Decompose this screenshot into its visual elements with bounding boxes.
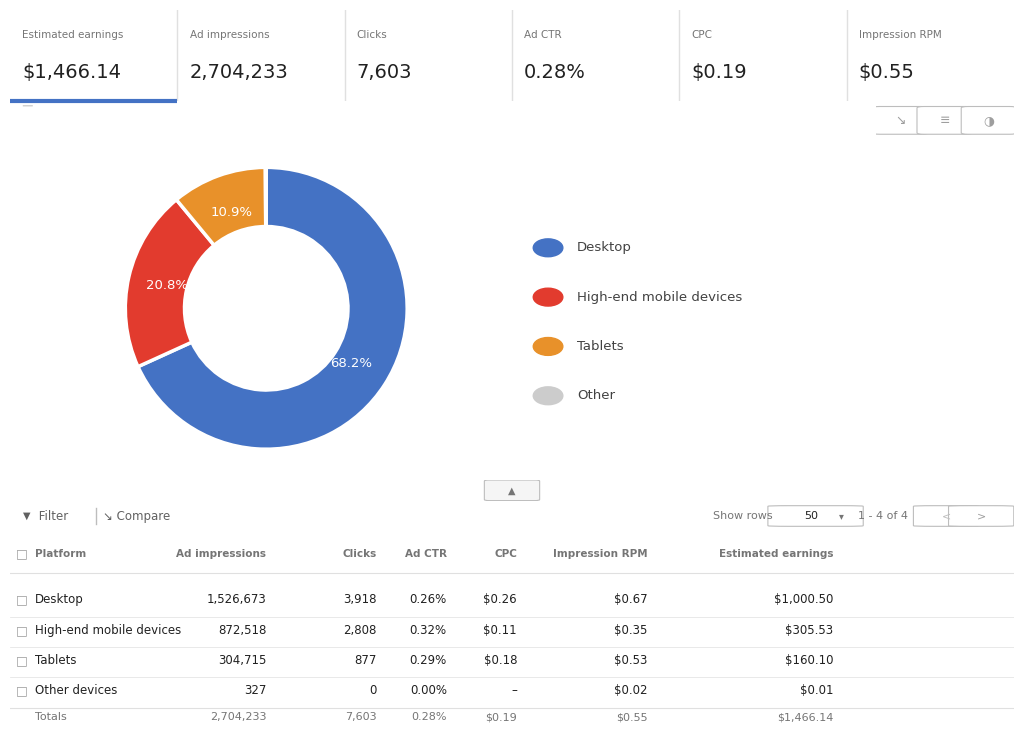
- Wedge shape: [125, 200, 214, 367]
- Text: ▲: ▲: [508, 485, 516, 495]
- Text: Ad impressions: Ad impressions: [176, 548, 266, 559]
- Text: $0.26: $0.26: [483, 593, 517, 606]
- Text: Show rows: Show rows: [713, 511, 772, 521]
- FancyBboxPatch shape: [768, 506, 863, 526]
- Text: ◑: ◑: [983, 114, 994, 127]
- Text: $0.35: $0.35: [614, 624, 647, 637]
- Text: Desktop: Desktop: [35, 593, 84, 606]
- Text: $1,466.14: $1,466.14: [777, 712, 834, 722]
- Text: –: –: [511, 684, 517, 697]
- Text: ↘: ↘: [895, 114, 905, 127]
- FancyBboxPatch shape: [872, 106, 928, 134]
- Text: $1,466.14: $1,466.14: [23, 63, 121, 81]
- Text: Clicks: Clicks: [342, 548, 377, 559]
- Text: 304,715: 304,715: [218, 654, 266, 667]
- Text: Ad CTR: Ad CTR: [524, 30, 562, 40]
- FancyBboxPatch shape: [913, 506, 979, 526]
- FancyBboxPatch shape: [484, 480, 540, 501]
- Text: 0.29%: 0.29%: [410, 654, 446, 667]
- Text: $0.55: $0.55: [858, 63, 914, 81]
- Text: 0.28%: 0.28%: [412, 712, 446, 722]
- Text: CPC: CPC: [495, 548, 517, 559]
- FancyBboxPatch shape: [918, 106, 973, 134]
- Text: □: □: [16, 624, 28, 637]
- Text: □: □: [16, 593, 28, 606]
- Text: 3,918: 3,918: [343, 593, 377, 606]
- Text: Impression RPM: Impression RPM: [858, 30, 941, 40]
- Text: $160.10: $160.10: [784, 654, 834, 667]
- Text: 0.00%: 0.00%: [410, 684, 446, 697]
- Text: Impression RPM: Impression RPM: [553, 548, 647, 559]
- Text: 2,704,233: 2,704,233: [189, 63, 289, 81]
- Text: $0.19: $0.19: [691, 63, 746, 81]
- Text: Tablets: Tablets: [35, 654, 77, 667]
- Text: 2,704,233: 2,704,233: [210, 712, 266, 722]
- Text: □: □: [16, 547, 28, 560]
- Text: $0.53: $0.53: [614, 654, 647, 667]
- Text: <: <: [941, 511, 950, 521]
- Text: 0.32%: 0.32%: [410, 624, 446, 637]
- Text: $0.67: $0.67: [613, 593, 647, 606]
- Text: CPC: CPC: [691, 30, 713, 40]
- FancyBboxPatch shape: [962, 106, 1017, 134]
- Text: 50: 50: [804, 511, 818, 521]
- Text: 10.9%: 10.9%: [211, 206, 253, 219]
- Text: $0.11: $0.11: [483, 624, 517, 637]
- Circle shape: [534, 288, 563, 306]
- Text: High-end mobile devices: High-end mobile devices: [35, 624, 181, 637]
- Text: $1,000.50: $1,000.50: [774, 593, 834, 606]
- Text: 7,603: 7,603: [356, 63, 413, 81]
- Text: $0.02: $0.02: [614, 684, 647, 697]
- Text: Other devices: Other devices: [35, 684, 118, 697]
- Text: ▼: ▼: [24, 511, 31, 521]
- Text: 877: 877: [354, 654, 377, 667]
- Wedge shape: [138, 167, 408, 449]
- Text: ▾: ▾: [839, 511, 844, 521]
- Text: 1,526,673: 1,526,673: [207, 593, 266, 606]
- Circle shape: [534, 338, 563, 355]
- Text: 1 - 4 of 4: 1 - 4 of 4: [858, 511, 908, 521]
- Text: Ad CTR: Ad CTR: [404, 548, 446, 559]
- Text: 68.2%: 68.2%: [331, 357, 373, 370]
- Text: □: □: [16, 654, 28, 667]
- Text: 0.28%: 0.28%: [524, 63, 586, 81]
- Text: 20.8%: 20.8%: [146, 279, 188, 292]
- Wedge shape: [176, 167, 265, 245]
- Text: Clicks: Clicks: [356, 30, 387, 40]
- Text: 7,603: 7,603: [345, 712, 377, 722]
- Text: 2,808: 2,808: [343, 624, 377, 637]
- Text: 0.26%: 0.26%: [410, 593, 446, 606]
- Text: Other: Other: [578, 389, 615, 402]
- Text: Platform: Platform: [35, 548, 87, 559]
- FancyBboxPatch shape: [948, 506, 1014, 526]
- Text: ↘ Compare: ↘ Compare: [102, 509, 170, 523]
- Text: ≡: ≡: [939, 114, 950, 127]
- Text: Tablets: Tablets: [578, 340, 624, 353]
- Text: >: >: [977, 511, 986, 521]
- Circle shape: [534, 387, 563, 404]
- Text: $0.18: $0.18: [483, 654, 517, 667]
- Text: □: □: [16, 684, 28, 697]
- Text: Filter: Filter: [35, 509, 69, 523]
- Text: 327: 327: [244, 684, 266, 697]
- Text: 872,518: 872,518: [218, 624, 266, 637]
- Text: 0: 0: [369, 684, 377, 697]
- Text: $0.01: $0.01: [800, 684, 834, 697]
- Text: $0.55: $0.55: [615, 712, 647, 722]
- Text: $305.53: $305.53: [785, 624, 834, 637]
- Text: Desktop: Desktop: [578, 241, 632, 254]
- Text: Estimated earnings: Estimated earnings: [719, 548, 834, 559]
- Text: $0.19: $0.19: [485, 712, 517, 722]
- Text: Estimated earnings: Estimated earnings: [23, 30, 124, 40]
- Text: Totals: Totals: [35, 712, 68, 722]
- Circle shape: [534, 239, 563, 257]
- Text: High-end mobile devices: High-end mobile devices: [578, 291, 742, 304]
- Text: Ad impressions: Ad impressions: [189, 30, 269, 40]
